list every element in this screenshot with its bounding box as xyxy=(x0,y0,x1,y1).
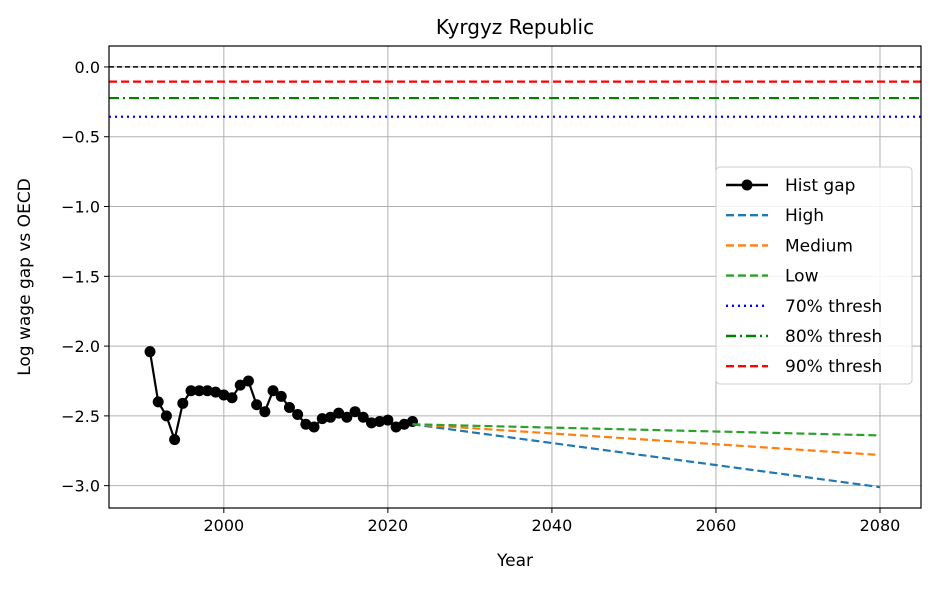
data-point-hist-gap xyxy=(333,407,345,419)
series-line-low xyxy=(412,423,881,437)
data-point-hist-gap xyxy=(193,385,205,397)
y-tick-label: 0.0 xyxy=(75,58,100,77)
legend-label-low: Low xyxy=(785,267,819,287)
legend: Hist gap High Medium Low 70% thresh 80% thres… xyxy=(715,166,913,385)
x-axis: 2000 2020 2040 2060 2080 xyxy=(203,508,900,535)
data-point-hist-gap xyxy=(242,375,254,387)
y-tick-label: −3.0 xyxy=(61,477,100,496)
data-point-hist-gap xyxy=(267,385,279,397)
data-point-hist-gap xyxy=(382,414,394,426)
data-point-hist-gap xyxy=(275,390,287,402)
plot-frame xyxy=(108,45,922,509)
legend-label-hist-gap: Hist gap xyxy=(785,176,855,196)
legend-label-high: High xyxy=(785,206,824,226)
data-point-hist-gap xyxy=(259,406,271,418)
series-line-high xyxy=(412,423,881,489)
data-point-hist-gap xyxy=(308,421,320,433)
data-point-hist-gap xyxy=(185,385,197,397)
x-axis-label: Year xyxy=(496,551,533,571)
data-point-hist-gap xyxy=(160,410,172,422)
legend-label-70-thresh: 70% thresh xyxy=(785,297,882,317)
data-point-hist-gap xyxy=(234,379,246,391)
data-point-hist-gap xyxy=(177,397,189,409)
x-tick-label: 2000 xyxy=(203,516,244,535)
y-tick-label: −2.0 xyxy=(61,337,100,356)
y-tick-label: −1.5 xyxy=(61,267,100,286)
data-point-hist-gap xyxy=(201,385,213,397)
data-point-hist-gap xyxy=(169,434,181,446)
data-point-hist-gap xyxy=(324,411,336,423)
y-tick-label: −0.5 xyxy=(61,128,100,147)
legend-label-medium: Medium xyxy=(785,236,853,256)
data-point-hist-gap xyxy=(152,396,164,408)
data-point-hist-gap xyxy=(144,346,156,358)
data-point-hist-gap xyxy=(292,408,304,420)
data-point-hist-gap xyxy=(283,402,295,414)
y-tick-label: −2.5 xyxy=(61,407,100,426)
data-point-hist-gap xyxy=(226,392,238,404)
data-point-hist-gap xyxy=(357,411,369,423)
data-point-hist-gap xyxy=(349,406,361,418)
x-tick-label: 2040 xyxy=(532,516,573,535)
legend-marker-hist-gap xyxy=(741,179,753,191)
series-line-medium xyxy=(412,423,881,457)
data-point-hist-gap xyxy=(341,411,353,423)
data-point-hist-gap xyxy=(374,415,386,427)
x-tick-label: 2060 xyxy=(696,516,737,535)
legend-box xyxy=(715,166,913,385)
legend-label-80-thresh: 80% thresh xyxy=(785,327,882,347)
data-point-hist-gap xyxy=(251,399,263,411)
y-axis: 0.0 −0.5 −1.0 −1.5 −2.0 −2.5 −3.0 xyxy=(61,58,109,496)
data-point-hist-gap xyxy=(316,413,328,425)
legend-label-90-thresh: 90% thresh xyxy=(785,357,882,377)
x-tick-label: 2080 xyxy=(860,516,901,535)
y-axis-label: Log wage gap vs OECD xyxy=(15,178,35,376)
y-tick-label: −1.0 xyxy=(61,198,100,217)
chart-title: Kyrgyz Republic xyxy=(436,15,594,39)
data-point-hist-gap xyxy=(365,417,377,429)
x-tick-label: 2020 xyxy=(368,516,409,535)
